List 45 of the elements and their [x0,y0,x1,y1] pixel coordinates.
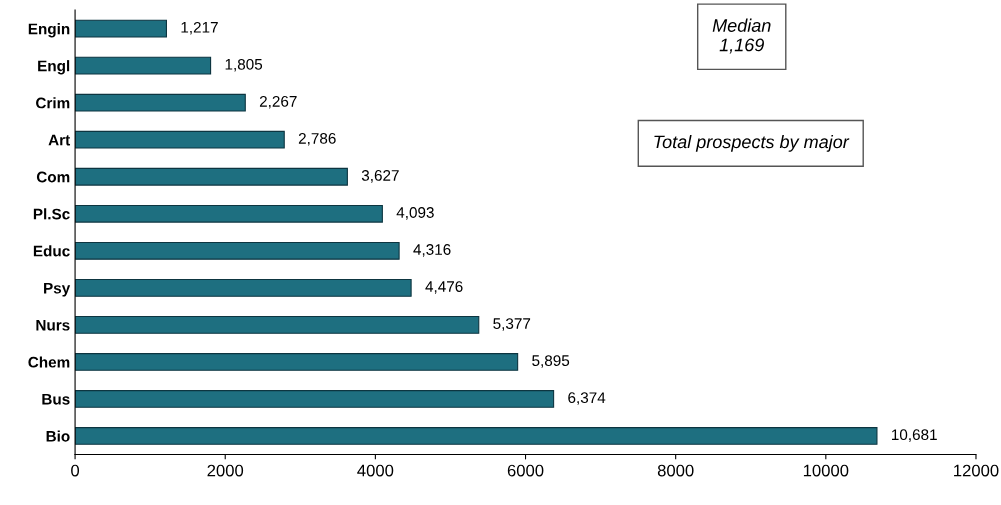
x-tick-label: 2000 [207,464,244,477]
data-label: 4,093 [396,207,434,220]
y-tick-label: Chem [28,356,70,368]
y-tick-label: Crim [36,97,70,109]
annotation: Median 1,169 [712,18,771,54]
data-label: 4,476 [425,281,463,294]
data-label: 2,786 [298,133,336,146]
data-label: 5,377 [493,318,531,331]
x-tick-label: 6000 [507,464,544,477]
x-tick-label: 4000 [357,464,394,477]
data-label: 3,627 [361,170,399,183]
x-tick-label: 8000 [657,464,694,477]
bar [75,390,555,408]
bar [75,130,285,149]
bar [75,167,348,186]
y-tick-label: Psy [44,282,71,297]
y-tick-label: Engl [38,60,70,75]
y-tick-label: Pl.Sc [33,208,70,220]
y-tick-label: Art [48,134,71,146]
y-tick-label: Engin [28,23,70,38]
data-label: 4,316 [413,244,451,257]
y-tick-label: Nurs [36,319,70,331]
bar [75,278,412,297]
bar [75,56,212,75]
x-tick-label: 0 [71,464,80,477]
x-tick-label: 10000 [803,464,849,477]
bar [75,427,878,445]
bar [75,204,383,223]
data-label: 5,895 [532,355,570,368]
bar [75,93,246,112]
data-label: 10,681 [892,429,937,442]
y-tick-label: Com [36,171,70,183]
x-tick-label: 12000 [954,464,999,477]
y-tick-label: Bio [46,430,70,442]
bar [75,315,480,334]
data-label: 1,217 [181,21,218,35]
annotation: Total prospects by major [654,135,850,152]
bar [75,19,167,38]
bar [75,353,519,371]
y-tick-label: Educ [33,245,70,257]
data-label: 6,374 [568,392,606,405]
data-label: 2,267 [259,95,297,109]
data-label: 1,805 [225,58,263,72]
bar [75,241,400,260]
y-tick-label: Bus [42,393,70,405]
